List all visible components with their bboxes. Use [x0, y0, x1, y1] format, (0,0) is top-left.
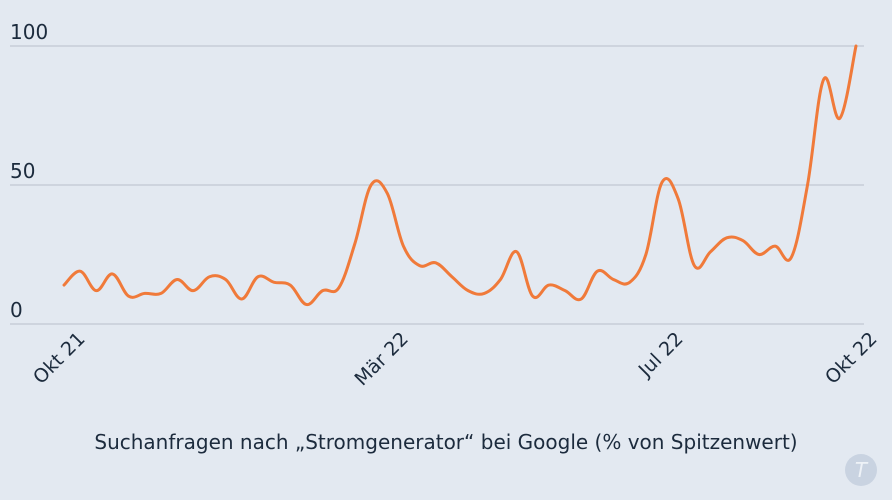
gridlines	[10, 45, 864, 325]
watermark-logo: T	[845, 454, 877, 486]
y-tick-label: 0	[10, 298, 23, 322]
chart-caption: Suchanfragen nach „Stromgenerator“ bei G…	[94, 430, 798, 454]
line-chart: 0 50 100 Okt 21 Mär 22 Jul 22 Okt 22	[10, 20, 882, 390]
y-tick-label: 50	[10, 159, 35, 183]
x-tick-label: Jul 22	[634, 328, 688, 382]
x-axis-ticks: Okt 21 Mär 22 Jul 22 Okt 22	[29, 328, 882, 390]
series-line-stromgenerator	[62, 44, 858, 307]
x-tick-label: Mär 22	[351, 328, 413, 390]
x-tick-label: Okt 22	[821, 328, 882, 389]
y-tick-label: 100	[10, 20, 48, 44]
x-tick-label: Okt 21	[29, 328, 90, 389]
y-axis-ticks: 0 50 100	[10, 20, 48, 322]
